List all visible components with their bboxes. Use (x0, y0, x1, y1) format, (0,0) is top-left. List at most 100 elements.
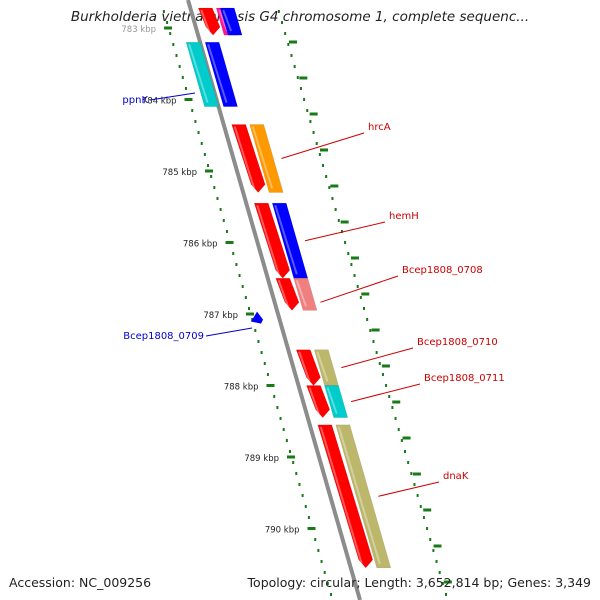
gene-label-Bcep1808_0710[interactable]: Bcep1808_0710 (417, 337, 498, 348)
ruler-dot-inner (307, 516, 310, 519)
gene-bar-shine (274, 204, 298, 275)
gene-bar[interactable] (293, 278, 318, 311)
cds-bar-shine (233, 126, 256, 189)
gene-bar[interactable] (185, 42, 219, 107)
ruler-dot-inner (329, 593, 332, 596)
ruler-dot-inner (222, 219, 225, 222)
ruler-dot-inner (292, 461, 295, 464)
ruler-dot-outer (287, 43, 290, 46)
map-title: Burkholderia vietnamiensis G4 chromosome… (70, 9, 530, 25)
ruler-dot-inner (282, 428, 285, 431)
gene-bar[interactable] (324, 385, 349, 418)
ruler-dot-inner (169, 32, 172, 35)
ruler-dot-outer (391, 406, 394, 409)
ruler-dot-outer (331, 197, 334, 200)
cds-bar-shine (298, 351, 311, 382)
length-value: 3,652,814 bp; (415, 575, 504, 590)
cds-bar-shine (319, 426, 363, 565)
ruler-dot-outer (438, 571, 441, 574)
gene-bar[interactable] (219, 7, 243, 36)
ruler-dot-outer (407, 461, 410, 464)
ruler-dot-inner (241, 285, 244, 288)
accession-footer: Accession: NC_009256 (9, 575, 151, 590)
ruler-dot-inner (295, 472, 298, 475)
ruler-dot-outer (277, 10, 280, 13)
gene-bar[interactable] (335, 424, 392, 569)
ruler-tick-label: 789 kbp (244, 454, 279, 464)
gene-features[interactable] (185, 0, 392, 600)
gene-bar-shine (337, 426, 381, 565)
ruler-dot-outer (281, 21, 284, 24)
gene-label-Bcep1808_0708[interactable]: Bcep1808_0708 (402, 265, 483, 276)
genome-backbone (186, 0, 362, 600)
ruler-dot-inner (175, 54, 178, 57)
ruler-dot-inner (279, 417, 282, 420)
ruler-dot-inner (301, 494, 304, 497)
ruler-dot-outer (394, 417, 397, 420)
gene-marker[interactable] (251, 311, 264, 324)
leader-line (149, 92, 196, 101)
ruler-dot-outer (435, 560, 438, 563)
ruler-dot-outer (290, 54, 293, 57)
cds-bar[interactable] (306, 385, 331, 419)
ruler-dot-outer (309, 120, 312, 123)
ruler-dot-outer (328, 186, 331, 189)
ruler-dot-outer (363, 307, 366, 310)
cds-bar-shine (277, 279, 289, 307)
gene-bar-shine (251, 126, 274, 189)
ruler-tick-label: 783 kbp (121, 25, 156, 35)
ruler-dot-outer (416, 494, 419, 497)
ruler-dot-outer (303, 98, 306, 101)
cds-bar[interactable] (253, 202, 291, 279)
gene-label-dnaK[interactable]: dnaK (443, 471, 469, 482)
gene-bar[interactable] (204, 42, 238, 107)
leader-line (320, 275, 399, 303)
ruler-tick-label: 787 kbp (203, 311, 238, 321)
ruler-dot-outer (284, 32, 287, 35)
ruler-dot-inner (254, 329, 257, 332)
ruler-dot-inner (304, 505, 307, 508)
ruler-dot-outer (350, 263, 353, 266)
ruler-dot-outer (306, 109, 309, 112)
ruler-dot-outer (322, 164, 325, 167)
gene-bar-shine (295, 279, 307, 307)
ruler-dot-outer (397, 428, 400, 431)
ruler-dot-inner (257, 340, 260, 343)
ruler-dot-inner (276, 406, 279, 409)
topology-value: circular; (310, 575, 361, 590)
ruler-dots (162, 10, 452, 596)
gene-label-hemH[interactable]: hemH (389, 211, 419, 222)
ruler-dot-inner (194, 120, 197, 123)
gene-label-Bcep1808_0709[interactable]: Bcep1808_0709 (123, 331, 204, 342)
gene-labels[interactable]: ppnK hrcA hemH Bcep1808_0708 Bcep1808_0709 Bc… (122, 92, 505, 497)
stats-footer: Topology: circular; Length: 3,652,814 bp… (248, 575, 591, 590)
ruler-dot-outer (356, 285, 359, 288)
gene-bar[interactable] (249, 124, 284, 193)
ruler-dot-inner (197, 131, 200, 134)
ruler-dot-inner (184, 87, 187, 90)
cds-bar[interactable] (231, 124, 266, 193)
ruler-dot-inner (213, 186, 216, 189)
cds-bar[interactable] (197, 7, 221, 36)
ruler-dot-outer (359, 296, 362, 299)
ruler-dot-outer (422, 516, 425, 519)
gene-label-Bcep1808_0711[interactable]: Bcep1808_0711 (424, 373, 505, 384)
ruler-dot-inner (232, 252, 235, 255)
cds-bar[interactable] (317, 424, 374, 569)
genes-label: Genes: (507, 575, 552, 590)
ruler-dot-inner (225, 230, 228, 233)
ruler-dot-outer (426, 527, 429, 530)
cds-bar[interactable] (295, 349, 321, 386)
ruler-dot-inner (323, 571, 326, 574)
leader-line (378, 481, 440, 497)
ruler-dot-outer (378, 362, 381, 365)
ruler-tick-labels: 783 kbp 784 kbp 785 kbp 786 kbp 787 kbp 788 k… (121, 25, 299, 536)
gene-label-hrcA[interactable]: hrcA (368, 122, 391, 133)
gene-label-ppnK[interactable]: ppnK (122, 95, 148, 106)
ruler-dot-outer (432, 549, 435, 552)
cds-bar[interactable] (275, 278, 300, 311)
ruler-dot-outer (334, 208, 337, 211)
accession-value: NC_009256 (79, 575, 152, 590)
ruler-dot-outer (315, 142, 318, 145)
